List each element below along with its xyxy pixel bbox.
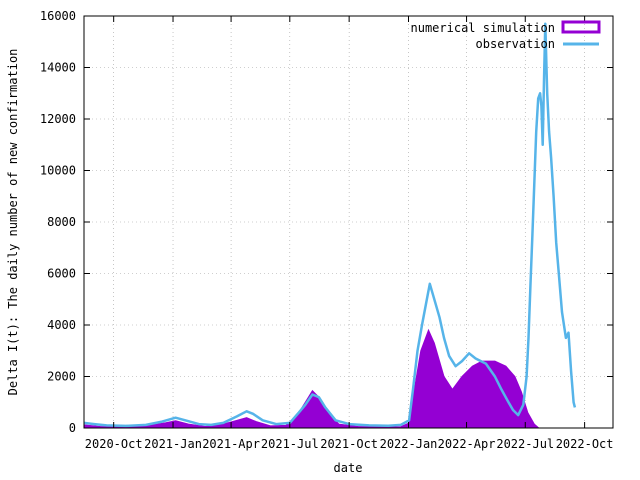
x-tick-label: 2022-Jul xyxy=(496,437,554,451)
axis-ticks: 0 2000 4000 6000 8000 10000 12000 14000 16000 202… xyxy=(40,9,614,451)
y-axis-title: Delta I(t): The daily number of new conf… xyxy=(6,49,20,396)
y-tick-label: 6000 xyxy=(47,267,76,281)
y-tick-label: 2000 xyxy=(47,370,76,384)
x-tick-label: 2022-Jan xyxy=(380,437,438,451)
x-tick-label: 2021-Oct xyxy=(320,437,378,451)
simulation-area xyxy=(83,328,541,429)
y-tick-label: 8000 xyxy=(47,215,76,229)
x-axis-title: date xyxy=(334,461,363,475)
x-tick-label: 2022-Oct xyxy=(556,437,614,451)
x-tick-label: 2020-Oct xyxy=(85,437,143,451)
observation-series xyxy=(83,22,577,428)
y-tick-label: 4000 xyxy=(47,318,76,332)
y-tick-label: 16000 xyxy=(40,9,76,23)
legend-label-simulation: numerical simulation xyxy=(411,21,556,35)
x-tick-label: 2021-Jul xyxy=(261,437,319,451)
legend-swatch-simulation xyxy=(561,20,601,34)
y-tick-label: 14000 xyxy=(40,61,76,75)
y-tick-label: 0 xyxy=(69,421,76,435)
y-tick-label: 10000 xyxy=(40,164,76,178)
observation-line xyxy=(83,22,577,428)
x-tick-label: 2022-Apr xyxy=(438,437,496,451)
y-tick-label: 12000 xyxy=(40,112,76,126)
legend-label-observation: observation xyxy=(476,37,555,51)
simulation-series xyxy=(83,328,541,429)
x-tick-label: 2021-Apr xyxy=(202,437,260,451)
legend: numerical simulation observation xyxy=(411,20,601,51)
x-tick-label: 2021-Jan xyxy=(144,437,202,451)
